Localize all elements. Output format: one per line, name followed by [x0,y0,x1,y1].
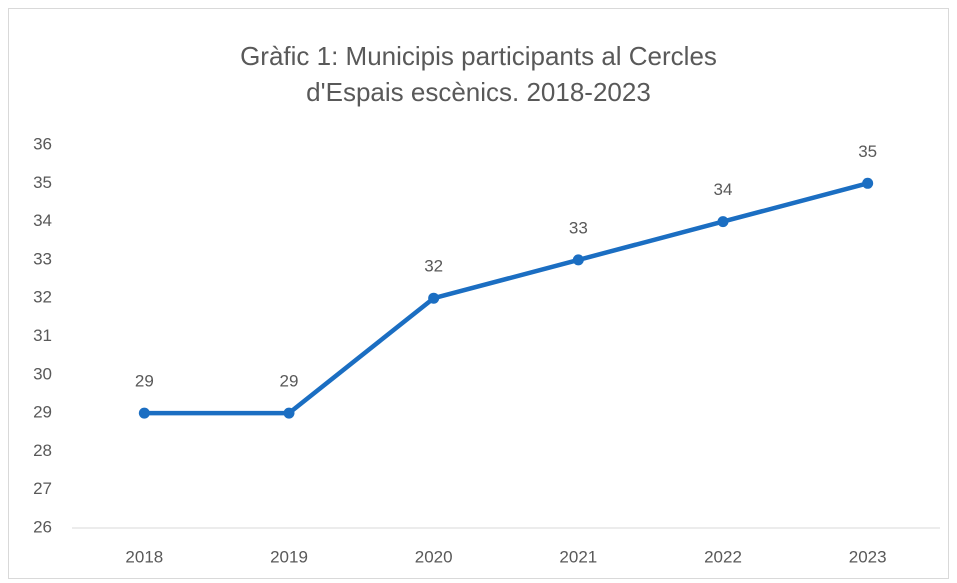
line [144,181,869,416]
marker [572,254,584,266]
y-tick-label: 28 [33,441,52,460]
y-tick-label: 27 [33,479,52,498]
y-tick-label: 29 [33,403,52,422]
x-tick-label: 2022 [704,547,742,566]
x-tick-label: 2019 [270,547,308,566]
data-label: 29 [135,372,154,391]
x-tick-label: 2018 [125,547,163,566]
marker [138,407,150,419]
x-tick-label: 2020 [415,547,453,566]
marker [428,292,440,304]
y-tick-label: 33 [33,249,52,268]
chart-border [8,8,949,579]
x-tick-label: 2021 [559,547,597,566]
x-tick-label: 2023 [849,547,887,566]
marker [283,407,295,419]
y-tick-label: 34 [33,211,52,230]
data-label: 32 [424,257,443,276]
y-tick-label: 35 [33,173,52,192]
y-tick-label: 36 [33,134,52,153]
y-tick-label: 31 [33,326,52,345]
y-tick-label: 32 [33,288,52,307]
y-tick-label: 26 [33,517,52,536]
y-tick-label: 30 [33,364,52,383]
data-label: 34 [714,180,733,199]
marker [717,216,729,228]
chart-title: Gràfic 1: Municipis participants al Cerc… [240,41,717,107]
data-label: 33 [569,218,588,237]
data-label: 29 [280,372,299,391]
data-label: 35 [858,142,877,161]
marker [862,177,874,189]
